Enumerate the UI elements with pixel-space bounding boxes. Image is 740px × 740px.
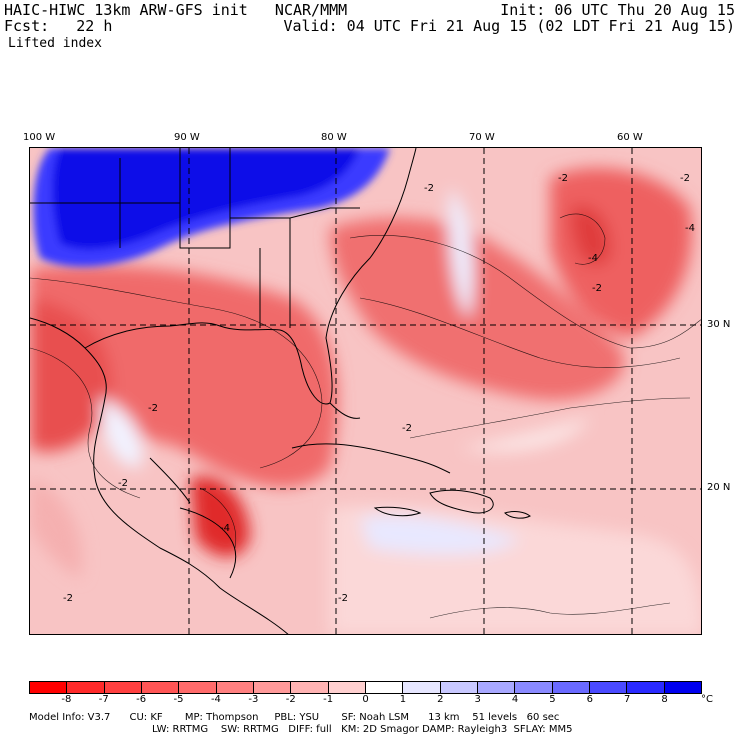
field-name: Lifted index [8, 36, 102, 51]
lat-label-30n: 30 N [707, 319, 731, 330]
contour-label: -2 [402, 423, 412, 434]
lon-label-90w: 90 W [174, 132, 200, 143]
colorbar-segment [104, 682, 142, 693]
colorbar-segment [515, 682, 553, 693]
model-title: HAIC-HIWC 13km ARW-GFS init NCAR/MMM [4, 1, 348, 19]
contour-label: -2 [680, 173, 690, 184]
colorbar-segment [440, 682, 478, 693]
physics-info-line: LW: RRTMG SW: RRTMG DIFF: full KM: 2D Sm… [152, 724, 573, 735]
model-info-line: Model Info: V3.7 CU: KF MP: Thompson PBL… [29, 712, 560, 723]
field-shading [30, 168, 701, 634]
graticule [30, 148, 701, 634]
colorbar-tick-label: -1 [323, 694, 334, 705]
colorbar-segment [30, 682, 68, 693]
lon-label-70w: 70 W [469, 132, 495, 143]
colorbar-tick-label: 0 [362, 694, 369, 705]
contour-label: -2 [558, 173, 568, 184]
contour-label: -2 [338, 593, 348, 604]
contour-label: -2 [118, 478, 128, 489]
contour-label: -2 [148, 403, 158, 414]
contour-label: -4 [685, 223, 695, 234]
negative-stability-region [33, 148, 390, 267]
contour-lines [30, 213, 701, 619]
forecast-hour: Fcst: 22 h [4, 17, 113, 35]
contour-label: -2 [424, 183, 434, 194]
colorbar-segment [627, 682, 665, 693]
colorbar-segment [552, 682, 590, 693]
colorbar-segment [291, 682, 329, 693]
colorbar-tick-label: -7 [98, 694, 109, 705]
colorbar-tick-label: 6 [586, 694, 594, 705]
init-time: Init: 06 UTC Thu 20 Aug 15 [500, 1, 735, 19]
colorbar-segment [67, 682, 105, 693]
colorbar-tick-label: 7 [624, 694, 631, 705]
colorbar-segment [328, 682, 366, 693]
lon-label-60w: 60 W [617, 132, 643, 143]
colorbar-tick-label: -6 [136, 694, 147, 705]
colorbar [29, 681, 702, 694]
contour-label: -4 [588, 253, 598, 264]
colorbar-tick-label: 1 [399, 694, 407, 705]
colorbar-tick-label: -3 [248, 694, 259, 705]
colorbar-segment [179, 682, 217, 693]
colorbar-tick-label: 3 [474, 694, 481, 705]
colorbar-segment [365, 682, 404, 693]
lon-label-100w: 100 W [23, 132, 56, 143]
colorbar-tick-label: 5 [549, 694, 556, 705]
colorbar-segment [216, 682, 254, 693]
colorbar-segment [403, 682, 441, 693]
colorbar-unit: °C [701, 694, 713, 705]
colorbar-tick-label: -8 [61, 694, 72, 705]
colorbar-tick-label: 8 [661, 694, 668, 705]
colorbar-tick-label: -5 [173, 694, 184, 705]
lat-label-20n: 20 N [707, 482, 731, 493]
contour-label: -4 [220, 523, 230, 534]
colorbar-tick-label: -4 [210, 694, 221, 705]
colorbar-tick-label: 2 [437, 694, 444, 705]
lon-label-80w: 80 W [321, 132, 347, 143]
colorbar-segment [664, 682, 701, 693]
contour-label: -2 [592, 283, 602, 294]
colorbar-segment [141, 682, 180, 693]
colorbar-tick-label: 4 [511, 694, 519, 705]
valid-time: Valid: 04 UTC Fri 21 Aug 15 (02 LDT Fri … [283, 17, 735, 35]
colorbar-segment [589, 682, 628, 693]
coastlines [30, 148, 531, 634]
contour-label: -2 [63, 593, 73, 604]
colorbar-tick-label: -2 [285, 694, 296, 705]
colorbar-segment [253, 682, 292, 693]
colorbar-segment [477, 682, 516, 693]
lifted-index-map: -2 -2 -2 -4 -4 -2 -2 -2 -2 -2 -4 -2 [29, 147, 702, 635]
